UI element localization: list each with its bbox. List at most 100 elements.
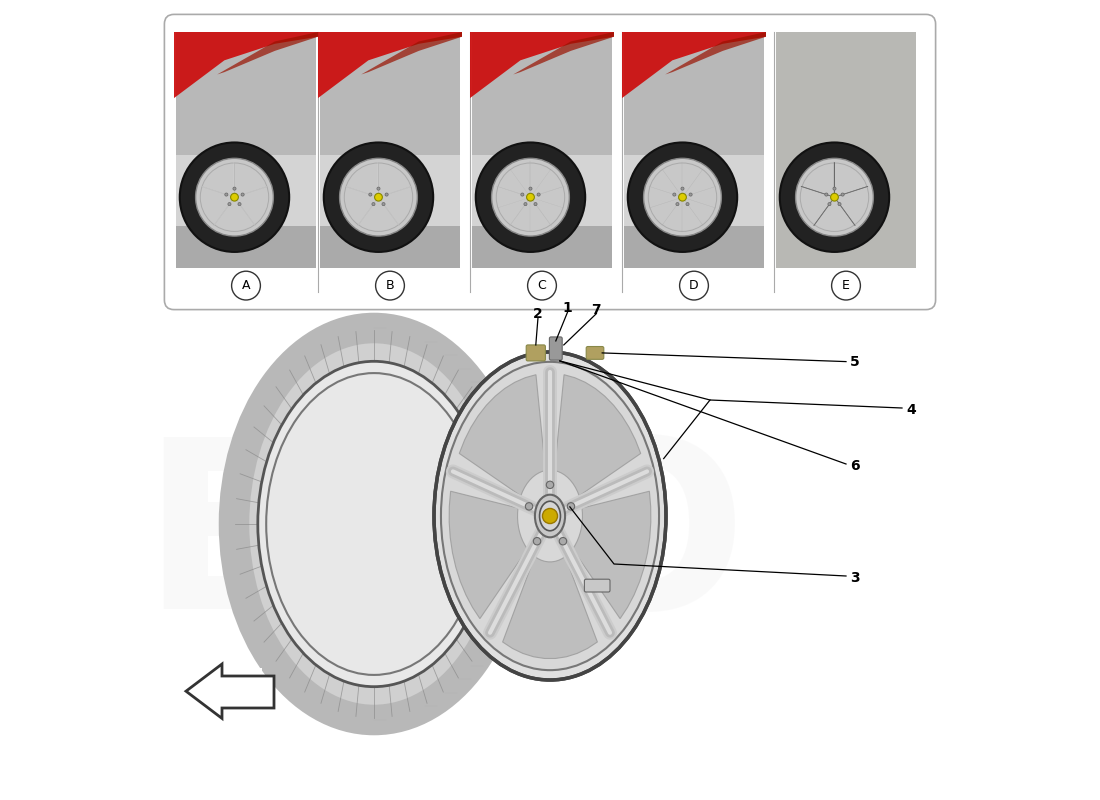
FancyBboxPatch shape (320, 226, 461, 268)
Text: R: R (411, 430, 593, 658)
Circle shape (492, 158, 570, 236)
Circle shape (795, 158, 873, 236)
Circle shape (476, 142, 585, 252)
Polygon shape (449, 491, 527, 618)
FancyBboxPatch shape (584, 579, 610, 592)
Circle shape (520, 193, 524, 196)
FancyBboxPatch shape (320, 32, 461, 154)
Circle shape (528, 271, 557, 300)
Polygon shape (470, 32, 614, 98)
FancyBboxPatch shape (624, 32, 764, 154)
Text: 3: 3 (850, 571, 859, 586)
Circle shape (686, 202, 689, 206)
Polygon shape (186, 664, 274, 718)
Circle shape (825, 193, 828, 196)
Text: 4: 4 (906, 402, 915, 417)
FancyBboxPatch shape (176, 32, 317, 268)
Text: 2: 2 (532, 306, 542, 321)
Circle shape (233, 187, 236, 190)
Circle shape (527, 194, 535, 201)
Polygon shape (514, 32, 614, 74)
Circle shape (542, 509, 558, 523)
Polygon shape (573, 491, 651, 618)
Text: U: U (254, 430, 446, 658)
FancyBboxPatch shape (164, 14, 936, 310)
FancyBboxPatch shape (472, 32, 613, 268)
FancyBboxPatch shape (526, 345, 546, 361)
Text: D: D (690, 279, 698, 292)
Circle shape (534, 202, 537, 206)
Circle shape (679, 194, 686, 201)
Circle shape (830, 194, 838, 201)
Circle shape (833, 187, 836, 190)
Circle shape (680, 271, 708, 300)
FancyBboxPatch shape (586, 346, 604, 359)
Polygon shape (318, 32, 462, 98)
Text: E: E (142, 430, 302, 658)
Circle shape (673, 193, 675, 196)
FancyBboxPatch shape (624, 226, 764, 268)
Circle shape (838, 202, 842, 206)
FancyBboxPatch shape (320, 32, 461, 268)
FancyBboxPatch shape (776, 32, 916, 268)
Circle shape (526, 502, 532, 510)
Polygon shape (554, 374, 640, 496)
Polygon shape (460, 374, 546, 496)
Circle shape (385, 193, 388, 196)
Circle shape (681, 187, 684, 190)
Circle shape (368, 193, 372, 196)
Circle shape (780, 142, 889, 252)
FancyBboxPatch shape (472, 32, 613, 154)
FancyBboxPatch shape (776, 32, 916, 268)
Ellipse shape (234, 328, 514, 720)
Ellipse shape (434, 352, 666, 680)
Circle shape (377, 187, 379, 190)
Circle shape (529, 187, 532, 190)
Circle shape (375, 194, 383, 201)
Polygon shape (621, 32, 766, 98)
Polygon shape (174, 32, 318, 98)
Circle shape (232, 271, 261, 300)
Ellipse shape (535, 494, 565, 538)
Text: 1: 1 (562, 301, 572, 315)
Circle shape (228, 202, 231, 206)
Circle shape (832, 271, 860, 300)
Circle shape (241, 193, 244, 196)
Text: 6: 6 (850, 458, 859, 473)
Polygon shape (666, 32, 766, 74)
FancyBboxPatch shape (624, 32, 764, 268)
Polygon shape (503, 557, 597, 658)
Text: O: O (546, 430, 747, 658)
Text: C: C (538, 279, 547, 292)
FancyBboxPatch shape (176, 32, 317, 154)
Circle shape (231, 194, 239, 201)
Ellipse shape (257, 362, 491, 686)
FancyBboxPatch shape (182, 668, 262, 714)
Text: a parts for people since 1965: a parts for people since 1965 (328, 543, 580, 657)
Circle shape (179, 142, 289, 252)
FancyBboxPatch shape (176, 226, 317, 268)
Circle shape (224, 193, 228, 196)
Circle shape (537, 193, 540, 196)
Polygon shape (217, 32, 318, 74)
Circle shape (644, 158, 722, 236)
Text: B: B (386, 279, 394, 292)
Circle shape (375, 271, 405, 300)
Circle shape (323, 142, 433, 252)
Circle shape (238, 202, 241, 206)
FancyBboxPatch shape (472, 226, 613, 268)
Circle shape (382, 202, 385, 206)
Ellipse shape (540, 502, 560, 530)
Circle shape (675, 202, 679, 206)
Ellipse shape (441, 362, 659, 670)
Circle shape (559, 538, 566, 545)
Circle shape (524, 202, 527, 206)
Circle shape (628, 142, 737, 252)
Polygon shape (361, 32, 462, 74)
Text: A: A (242, 279, 251, 292)
FancyBboxPatch shape (549, 337, 562, 360)
Text: 7: 7 (591, 302, 601, 317)
Text: E: E (843, 279, 850, 292)
Text: 5: 5 (850, 354, 860, 369)
Circle shape (689, 193, 692, 196)
